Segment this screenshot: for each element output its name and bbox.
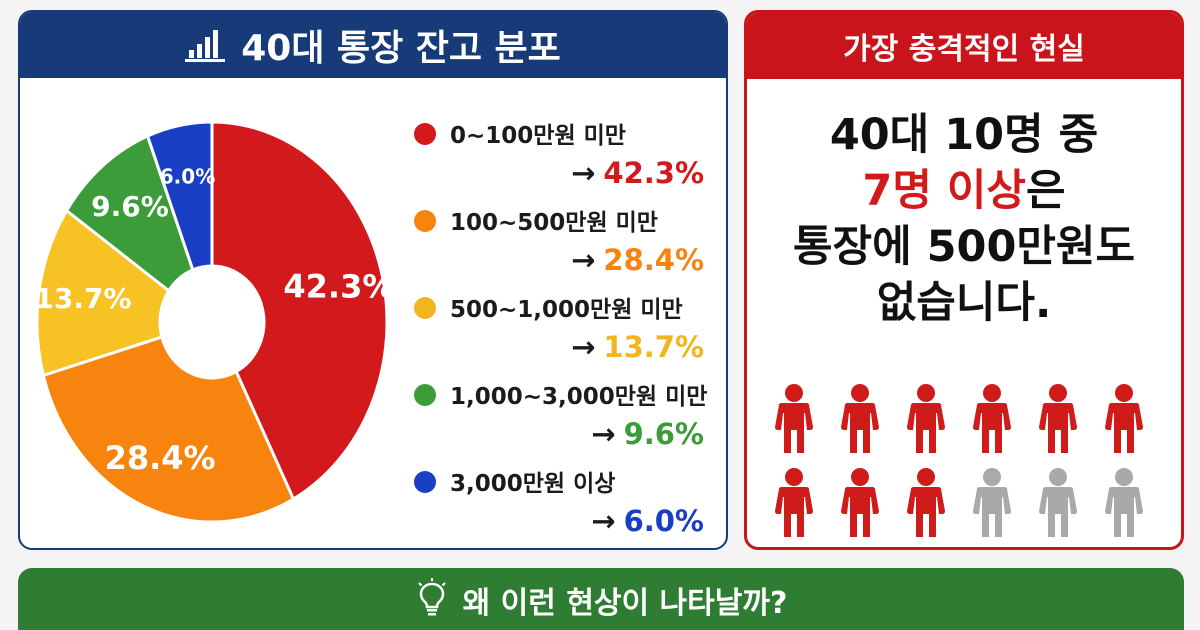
person-icon <box>967 467 1017 539</box>
legend-dot <box>414 297 436 319</box>
legend-dot <box>414 384 436 406</box>
pie-slice <box>210 120 389 502</box>
pie-slice-label: 13.7% <box>34 282 131 315</box>
distribution-header: 40대 통장 잔고 분포 <box>20 12 726 78</box>
person-icon <box>901 383 951 455</box>
arrow-right-icon: → <box>571 330 596 364</box>
person-icon <box>1099 467 1149 539</box>
arrow-right-icon: → <box>571 156 596 190</box>
person-icon <box>1033 383 1083 455</box>
legend-value-row: → 13.7% <box>571 330 704 364</box>
legend-label: 3,000만원 이상 <box>450 471 616 497</box>
legend-label: 500~1,000만원 미만 <box>450 297 683 323</box>
person-icon <box>835 383 885 455</box>
legend-dot <box>414 210 436 232</box>
chart-legend: 0~100만원 미만 → 42.3% 100~500만원 미만 → 28.4% 500~1,… <box>408 114 718 548</box>
legend-dot <box>414 471 436 493</box>
message-highlight: 7명 이상 <box>862 166 1026 216</box>
legend-item: 1,000~3,000만원 미만 → 9.6% <box>408 375 718 462</box>
legend-value: 42.3% <box>603 156 704 190</box>
distribution-panel: 40대 통장 잔고 분포 42.3% 28.4% 13.7% 9.6% 6.0% 0~1… <box>18 10 728 550</box>
arrow-right-icon: → <box>591 417 616 451</box>
legend-label: 1,000~3,000만원 미만 <box>450 384 708 410</box>
message-line-2: 7명 이상은 <box>747 163 1181 219</box>
message-line-2-rest: 은 <box>1026 166 1066 216</box>
person-icon <box>769 383 819 455</box>
lightbulb-icon <box>417 578 446 616</box>
reality-message: 40대 10명 중 7명 이상은 통장에 500만원도 없습니다. <box>747 107 1181 331</box>
pie-slice-label: 9.6% <box>91 190 169 223</box>
reality-panel: 가장 충격적인 현실 40대 10명 중 7명 이상은 통장에 500만원도 없… <box>744 10 1184 550</box>
legend-value-row: → 6.0% <box>591 504 704 538</box>
pie-slice <box>145 120 214 272</box>
arrow-right-icon: → <box>591 504 616 538</box>
legend-value: 9.6% <box>623 417 704 451</box>
person-icon <box>901 467 951 539</box>
legend-value: 6.0% <box>623 504 704 538</box>
legend-label: 0~100만원 미만 <box>450 123 626 149</box>
legend-item: 0~100만원 미만 → 42.3% <box>408 114 718 201</box>
distribution-title: 40대 통장 잔고 분포 <box>241 28 561 69</box>
person-icon <box>967 383 1017 455</box>
person-icon <box>835 467 885 539</box>
message-line-1: 40대 10명 중 <box>829 110 1099 160</box>
why-banner: 왜 이런 현상이 나타날까? <box>18 568 1184 630</box>
legend-value-row: → 28.4% <box>571 243 704 277</box>
pie-slice <box>35 208 171 378</box>
legend-item: 500~1,000만원 미만 → 13.7% <box>408 288 718 375</box>
pie-slice-label: 6.0% <box>160 164 215 188</box>
legend-value-row: → 42.3% <box>571 156 704 190</box>
legend-item: 3,000만원 이상 → 6.0% <box>408 462 718 548</box>
reality-header: 가장 충격적인 현실 <box>747 13 1181 79</box>
bar-chart-icon <box>185 30 226 62</box>
arrow-right-icon: → <box>571 243 596 277</box>
legend-dot <box>414 123 436 145</box>
banner-text: 왜 이런 현상이 나타날까? <box>462 586 788 621</box>
pie-slice-label: 28.4% <box>105 439 216 477</box>
legend-label: 100~500만원 미만 <box>450 210 658 236</box>
person-icon <box>1033 467 1083 539</box>
pie-slice-label: 42.3% <box>283 268 392 306</box>
legend-value: 28.4% <box>603 243 704 277</box>
legend-value-row: → 9.6% <box>591 417 704 451</box>
legend-item: 100~500만원 미만 → 28.4% <box>408 201 718 288</box>
pie-slice <box>41 335 296 524</box>
person-icon <box>1099 383 1149 455</box>
balance-pie-chart: 42.3% 28.4% 13.7% 9.6%6.0% <box>34 120 392 524</box>
legend-value: 13.7% <box>603 330 704 364</box>
message-line-4: 없습니다. <box>876 278 1052 328</box>
reality-title: 가장 충격적인 현실 <box>843 32 1085 67</box>
person-icon <box>769 467 819 539</box>
message-line-3: 통장에 500만원도 <box>792 222 1136 272</box>
pie-slice <box>64 133 195 294</box>
